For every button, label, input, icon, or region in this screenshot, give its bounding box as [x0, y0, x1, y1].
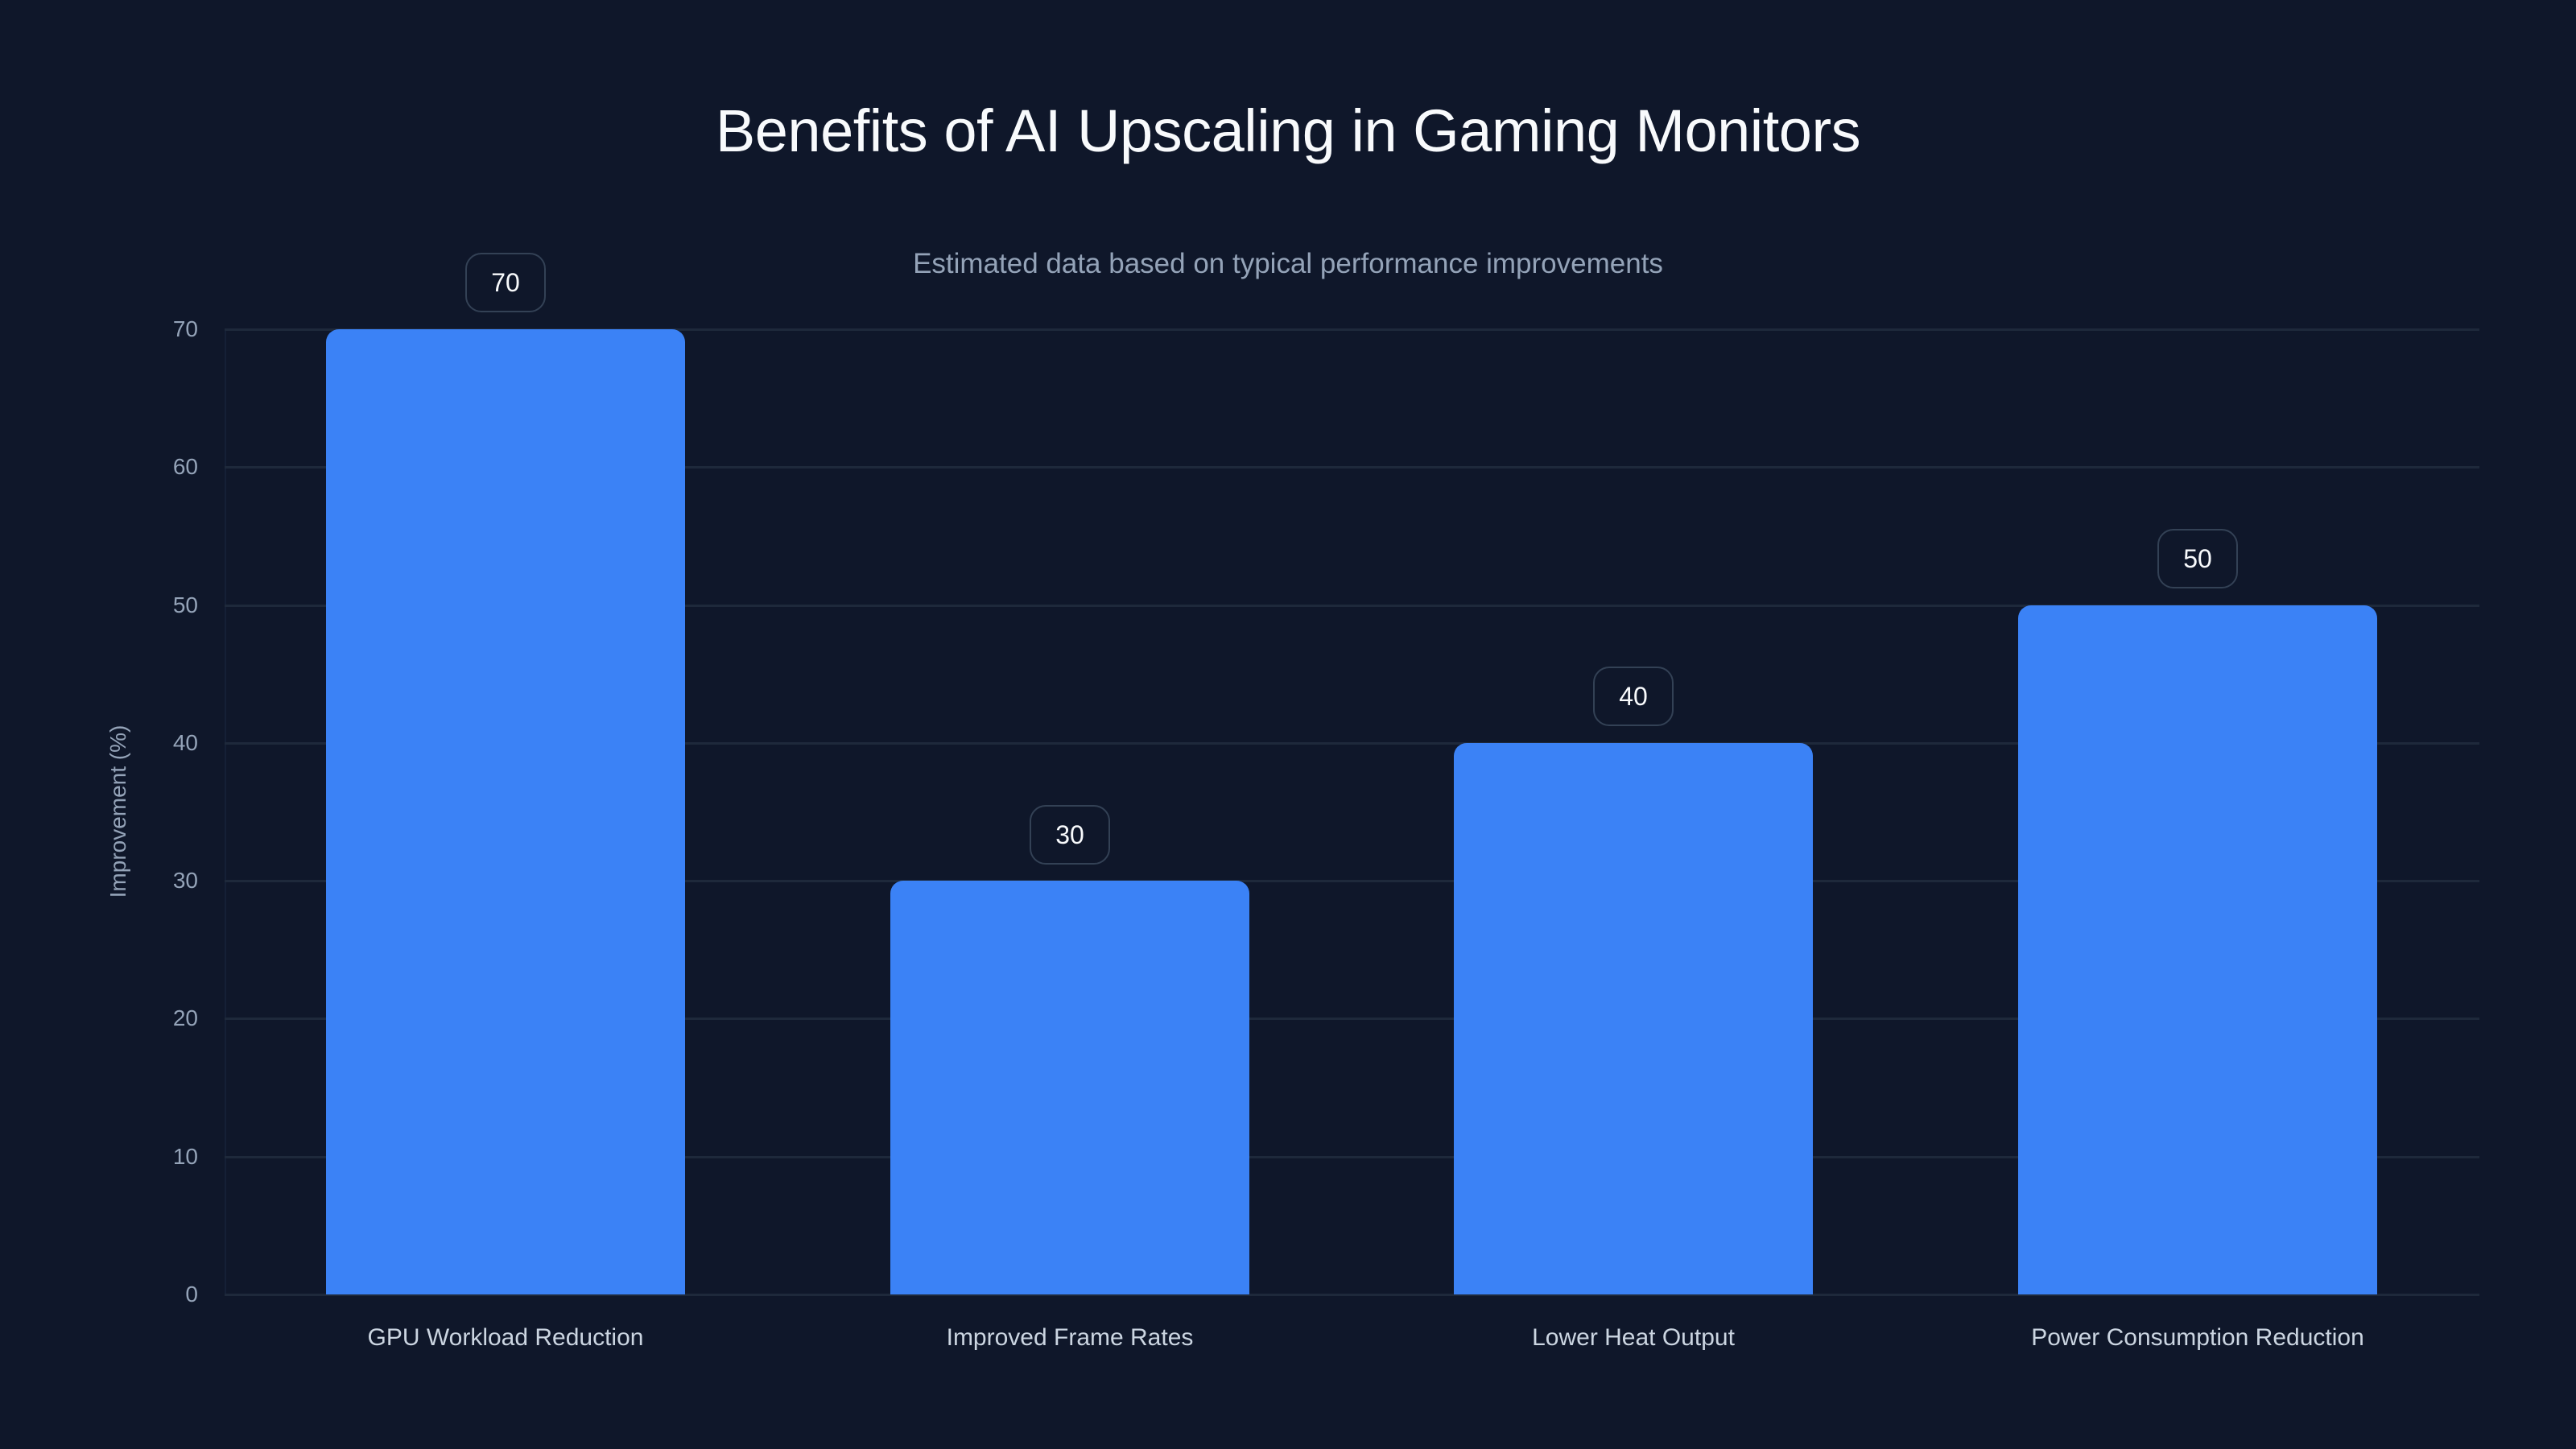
chart-subtitle: Estimated data based on typical performa… — [913, 248, 1663, 279]
y-tick-10: 10 — [172, 1144, 198, 1169]
y-tick-50: 50 — [172, 592, 198, 617]
value-label-gpu-workload-reduction: 70 — [465, 253, 546, 312]
bar-lower-heat-output[interactable] — [1454, 743, 1813, 1294]
gridline-0 — [225, 1294, 2479, 1296]
bar-power-consumption-reduction[interactable] — [2018, 605, 2377, 1294]
x-tick-improved-frame-rates: Improved Frame Rates — [946, 1324, 1194, 1351]
gridline-10 — [225, 1156, 2479, 1158]
gridline-20 — [225, 1018, 2479, 1020]
y-tick-70: 70 — [172, 316, 198, 341]
gridline-40 — [225, 742, 2479, 745]
y-tick-0: 0 — [185, 1282, 198, 1307]
gridline-70 — [225, 328, 2479, 331]
y-axis-line — [225, 329, 226, 1294]
gridline-30 — [225, 880, 2479, 882]
x-tick-lower-heat-output: Lower Heat Output — [1532, 1324, 1735, 1351]
value-label-improved-frame-rates: 30 — [1030, 805, 1110, 865]
plot-area — [225, 328, 2479, 1296]
chart-title: Benefits of AI Upscaling in Gaming Monit… — [715, 97, 1861, 164]
value-label-power-consumption-reduction: 50 — [2157, 529, 2238, 588]
gridline-50 — [225, 605, 2479, 607]
y-tick-60: 60 — [172, 454, 198, 479]
y-tick-30: 30 — [172, 868, 198, 893]
x-tick-gpu-workload-reduction: GPU Workload Reduction — [367, 1324, 644, 1351]
y-tick-40: 40 — [172, 730, 198, 755]
y-tick-20: 20 — [172, 1005, 198, 1030]
value-label-lower-heat-output: 40 — [1593, 667, 1674, 726]
bar-gpu-workload-reduction[interactable] — [326, 329, 685, 1294]
bar-improved-frame-rates[interactable] — [890, 881, 1249, 1294]
gridline-60 — [225, 466, 2479, 469]
x-tick-power-consumption-reduction: Power Consumption Reduction — [2031, 1324, 2364, 1351]
